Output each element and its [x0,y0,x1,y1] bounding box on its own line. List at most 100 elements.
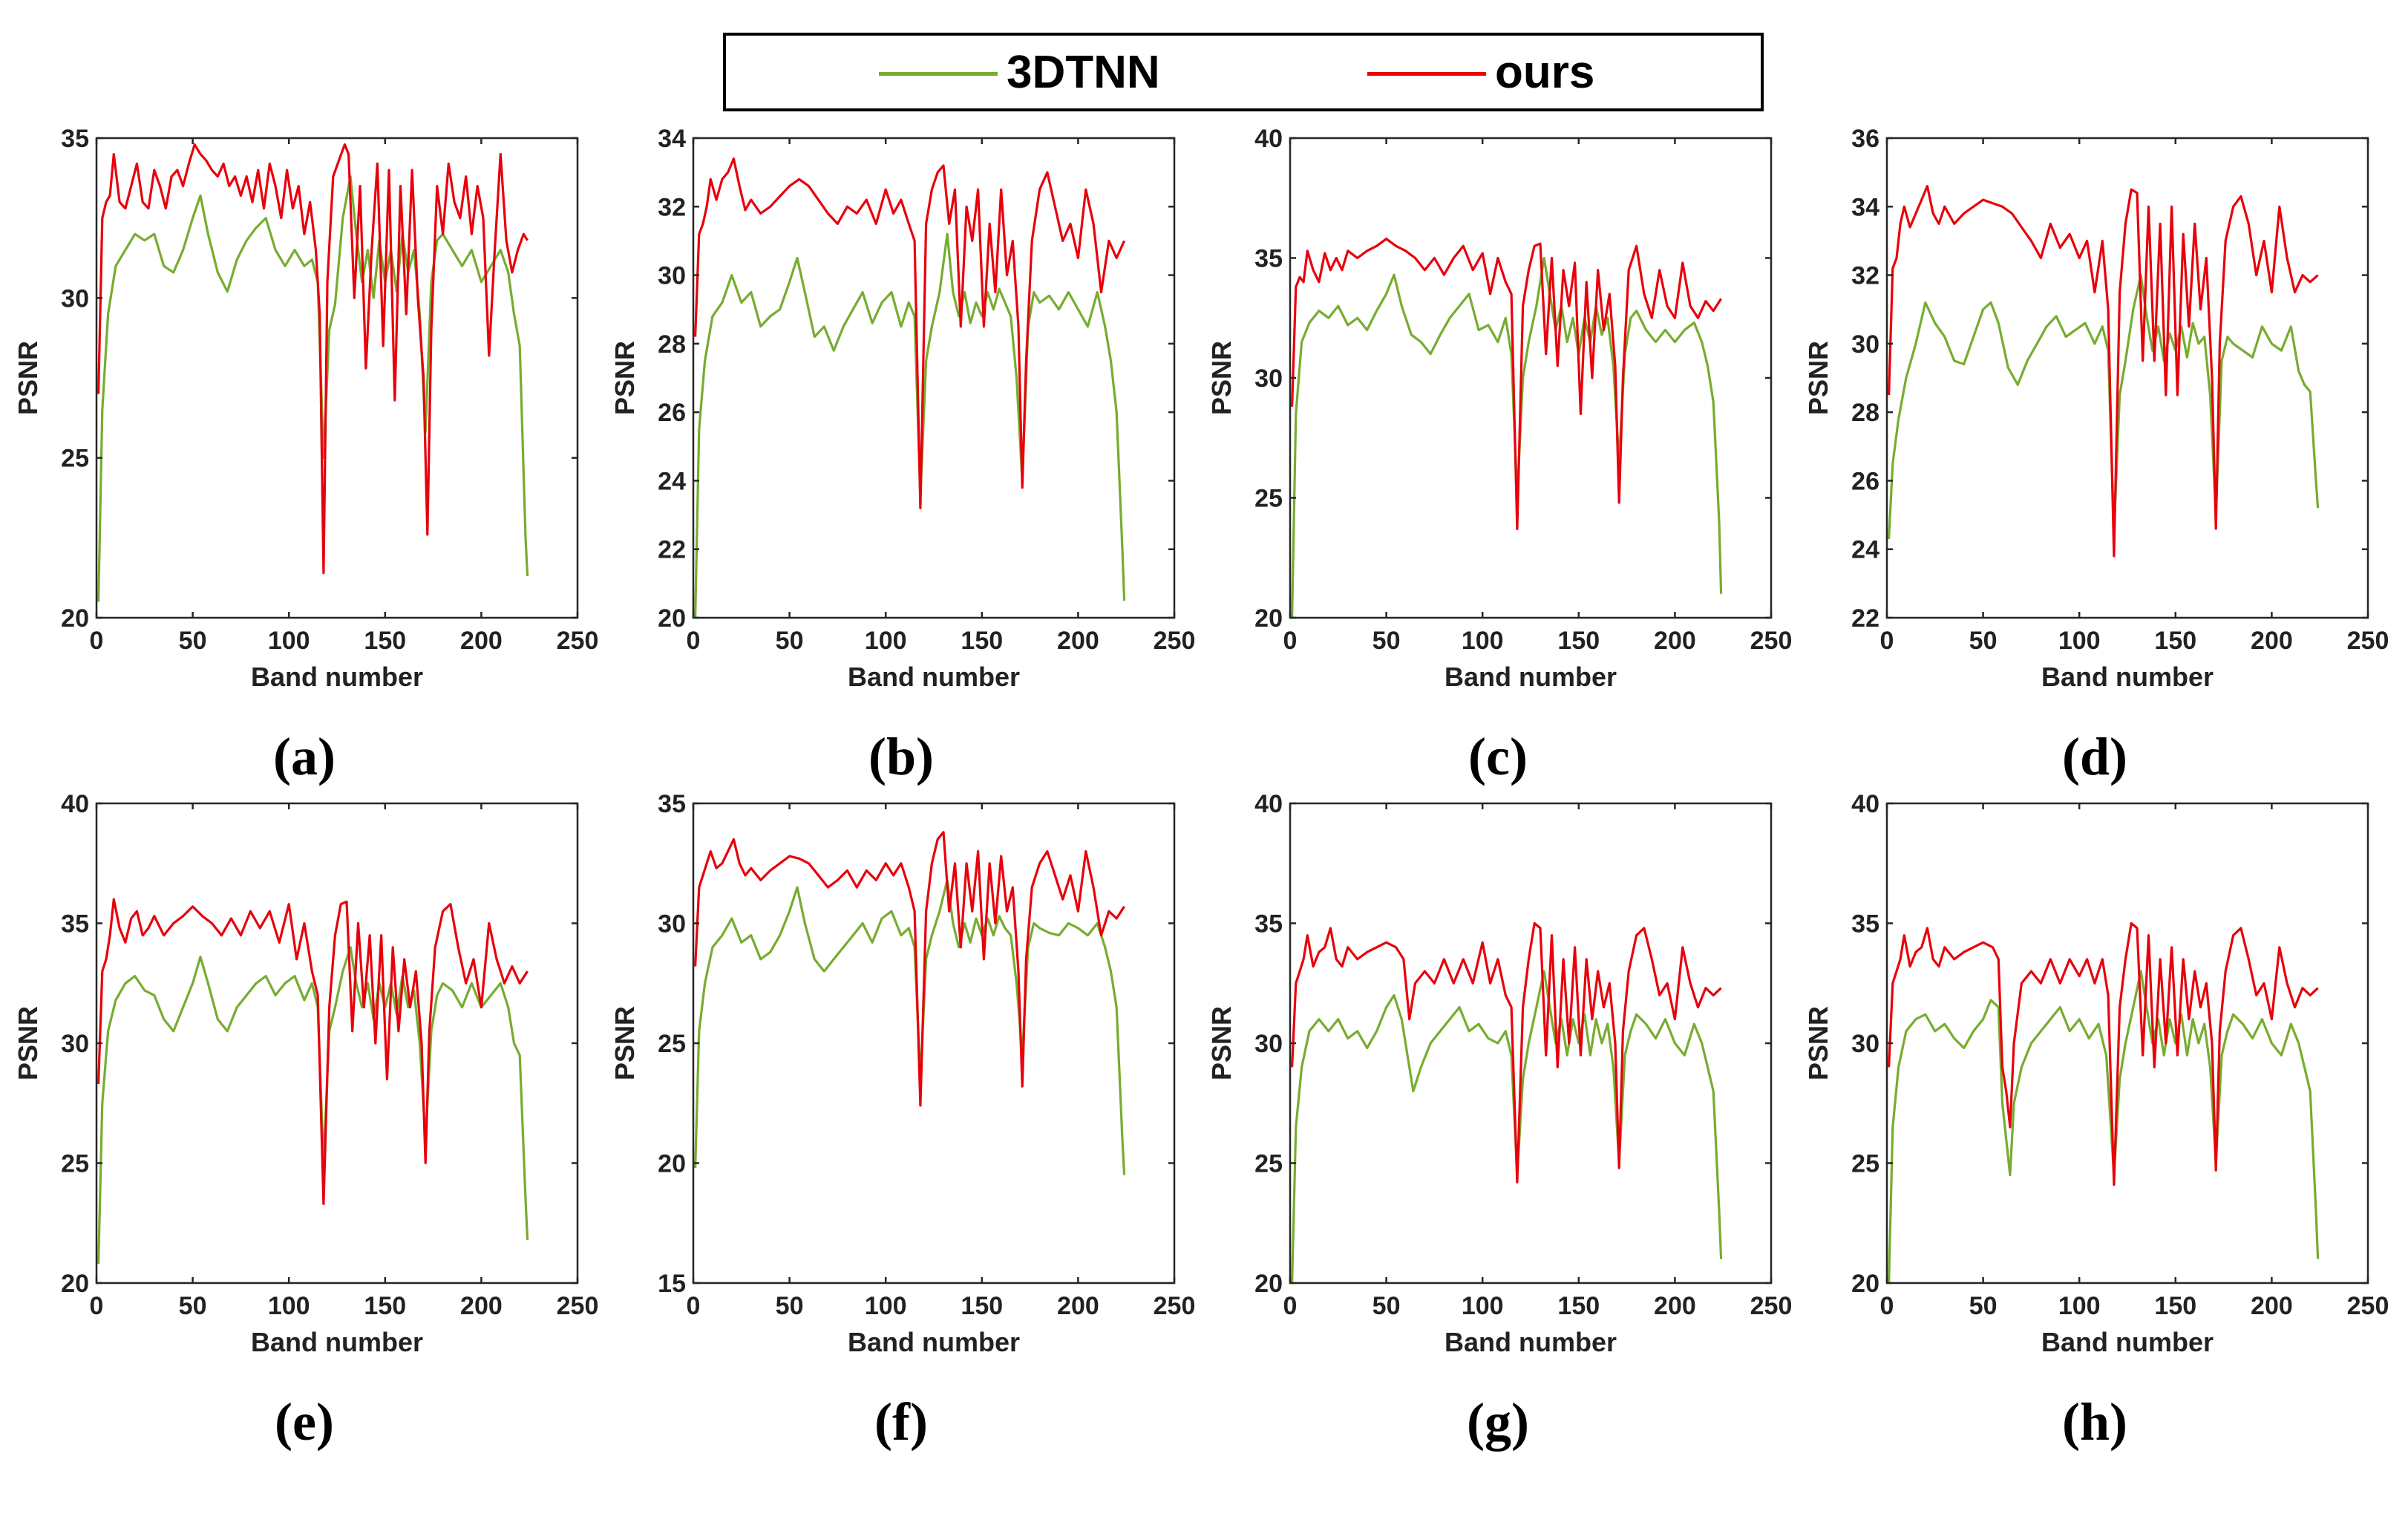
y-axis-label-b: PSNR [609,341,640,415]
y-tick-label-h-35: 35 [1851,910,1879,939]
y-tick-label-h-40: 40 [1851,790,1879,818]
panel-label-g: (g) [1467,1392,1529,1452]
y-tick-label-b-22: 22 [658,536,686,564]
y-tick-label-d-34: 34 [1851,193,1879,221]
x-tick-label-h-150: 150 [2154,1292,2196,1320]
y-tick-label-a-35: 35 [61,125,89,153]
x-axis-label-f: Band number [848,1327,1020,1357]
x-tick-label-c-100: 100 [1462,627,1504,655]
chart-svg-b: 0 50 100 150 200 250 20 22 24 26 28 30 32 34 Band numb… [609,125,1196,692]
x-tick-label-a-200: 200 [460,627,503,655]
series-line-ours-f [694,831,1125,1107]
plot-area-b [693,138,1174,618]
chart-svg-e: 0 50 100 150 200 250 20 25 30 35 40 Band number PSNR [13,790,599,1357]
y-tick-label-a-30: 30 [61,284,89,313]
y-tick-label-c-25: 25 [1254,485,1283,513]
y-tick-label-e-20: 20 [61,1270,89,1298]
y-axis-label-h: PSNR [1803,1006,1833,1080]
x-tick-label-a-0: 0 [90,627,104,655]
panel-label-b: (b) [868,727,934,786]
legend-line-3dtnn [879,72,998,76]
x-tick-label-h-0: 0 [1880,1292,1894,1320]
y-tick-label-h-30: 30 [1851,1030,1879,1058]
x-tick-label-e-250: 250 [557,1292,599,1320]
series-line-ours-d [1888,184,2319,558]
x-tick-label-c-50: 50 [1373,627,1401,655]
x-tick-label-c-200: 200 [1654,627,1696,655]
y-tick-label-g-40: 40 [1254,790,1283,818]
y-tick-label-d-30: 30 [1851,330,1879,359]
y-tick-label-f-30: 30 [658,910,686,939]
x-tick-label-d-200: 200 [2251,627,2293,655]
chart-panel-g: 0 50 100 150 200 250 20 25 30 35 40 Band number PSNR… [1201,790,1795,1534]
y-axis-label-e: PSNR [13,1006,43,1080]
x-tick-label-f-250: 250 [1154,1292,1196,1320]
series-line-ours-h [1888,921,2319,1187]
x-tick-label-g-100: 100 [1462,1292,1504,1320]
x-tick-label-e-0: 0 [90,1292,104,1320]
plot-area-c [1290,138,1771,618]
y-axis-label-d: PSNR [1803,341,1833,415]
x-tick-label-h-200: 200 [2251,1292,2293,1320]
chart-svg-f: 0 50 100 150 200 250 15 20 25 30 35 Band number PSNR [609,790,1196,1357]
x-tick-label-g-200: 200 [1654,1292,1696,1320]
x-tick-label-d-150: 150 [2154,627,2196,655]
panel-label-d: (d) [2062,727,2127,786]
panel-label-c: (c) [1468,727,1528,786]
series-line-3dtnn-b [694,232,1126,619]
x-tick-label-f-0: 0 [687,1292,701,1320]
chart-svg-h: 0 50 100 150 200 250 20 25 30 35 40 Band number PSNR [1803,790,2389,1357]
y-tick-label-h-20: 20 [1851,1270,1879,1298]
y-tick-label-d-36: 36 [1851,125,1879,153]
x-tick-label-a-150: 150 [364,627,406,655]
x-tick-label-a-100: 100 [268,627,310,655]
x-tick-label-a-50: 50 [179,627,207,655]
x-tick-label-g-50: 50 [1373,1292,1401,1320]
series-line-3dtnn-c [1291,256,1723,619]
y-tick-label-c-40: 40 [1254,125,1283,153]
x-tick-label-a-250: 250 [557,627,599,655]
chart-panel-a: 0 50 100 150 200 250 20 25 30 35 Band number PSNR (… [7,125,601,869]
y-axis-label-c: PSNR [1206,341,1237,415]
x-tick-label-b-250: 250 [1154,627,1196,655]
y-tick-label-g-25: 25 [1254,1150,1283,1178]
x-tick-label-d-100: 100 [2058,627,2101,655]
y-axis-label-g: PSNR [1206,1006,1237,1080]
panel-label-f: (f) [874,1392,928,1452]
y-tick-label-c-35: 35 [1254,245,1283,273]
chart-svg-a: 0 50 100 150 200 250 20 25 30 35 Band number PSNR [13,125,599,692]
y-tick-label-b-24: 24 [658,467,686,495]
series-line-ours-a [97,143,529,575]
plot-area-f [693,803,1174,1283]
x-tick-label-e-200: 200 [460,1292,503,1320]
x-tick-label-d-50: 50 [1969,627,1998,655]
y-tick-label-b-20: 20 [658,604,686,633]
panel-label-e: (e) [275,1392,334,1452]
y-tick-label-b-30: 30 [658,262,686,290]
x-tick-label-f-100: 100 [865,1292,907,1320]
y-tick-label-f-35: 35 [658,790,686,818]
series-line-3dtnn-d [1888,274,2320,539]
chart-svg-d: 0 50 100 150 200 250 22 24 26 28 30 32 34 36 Band numb… [1803,125,2389,692]
x-tick-label-b-50: 50 [776,627,804,655]
y-tick-label-g-35: 35 [1254,910,1283,939]
series-line-ours-e [97,898,529,1206]
y-tick-label-b-28: 28 [658,330,686,359]
y-tick-label-d-22: 22 [1851,604,1879,633]
x-tick-label-b-0: 0 [687,627,701,655]
legend-label-ours: ours [1495,47,1595,98]
chart-panel-h: 0 50 100 150 200 250 20 25 30 35 40 Band number PSNR… [1798,790,2392,1534]
y-tick-label-g-30: 30 [1254,1030,1283,1058]
legend-label-3dtnn: 3DTNN [1007,47,1160,98]
x-tick-label-c-0: 0 [1283,627,1298,655]
y-tick-label-c-20: 20 [1254,604,1283,633]
chart-panel-b: 0 50 100 150 200 250 20 22 24 26 28 30 32 34 Band numb… [604,125,1198,869]
y-tick-label-d-24: 24 [1851,536,1879,564]
x-axis-label-b: Band number [848,662,1020,692]
x-tick-label-f-150: 150 [961,1292,1003,1320]
y-tick-label-a-20: 20 [61,604,89,633]
y-tick-label-d-28: 28 [1851,399,1879,427]
x-tick-label-e-100: 100 [268,1292,310,1320]
x-tick-label-f-50: 50 [776,1292,804,1320]
y-axis-label-f: PSNR [609,1006,640,1080]
